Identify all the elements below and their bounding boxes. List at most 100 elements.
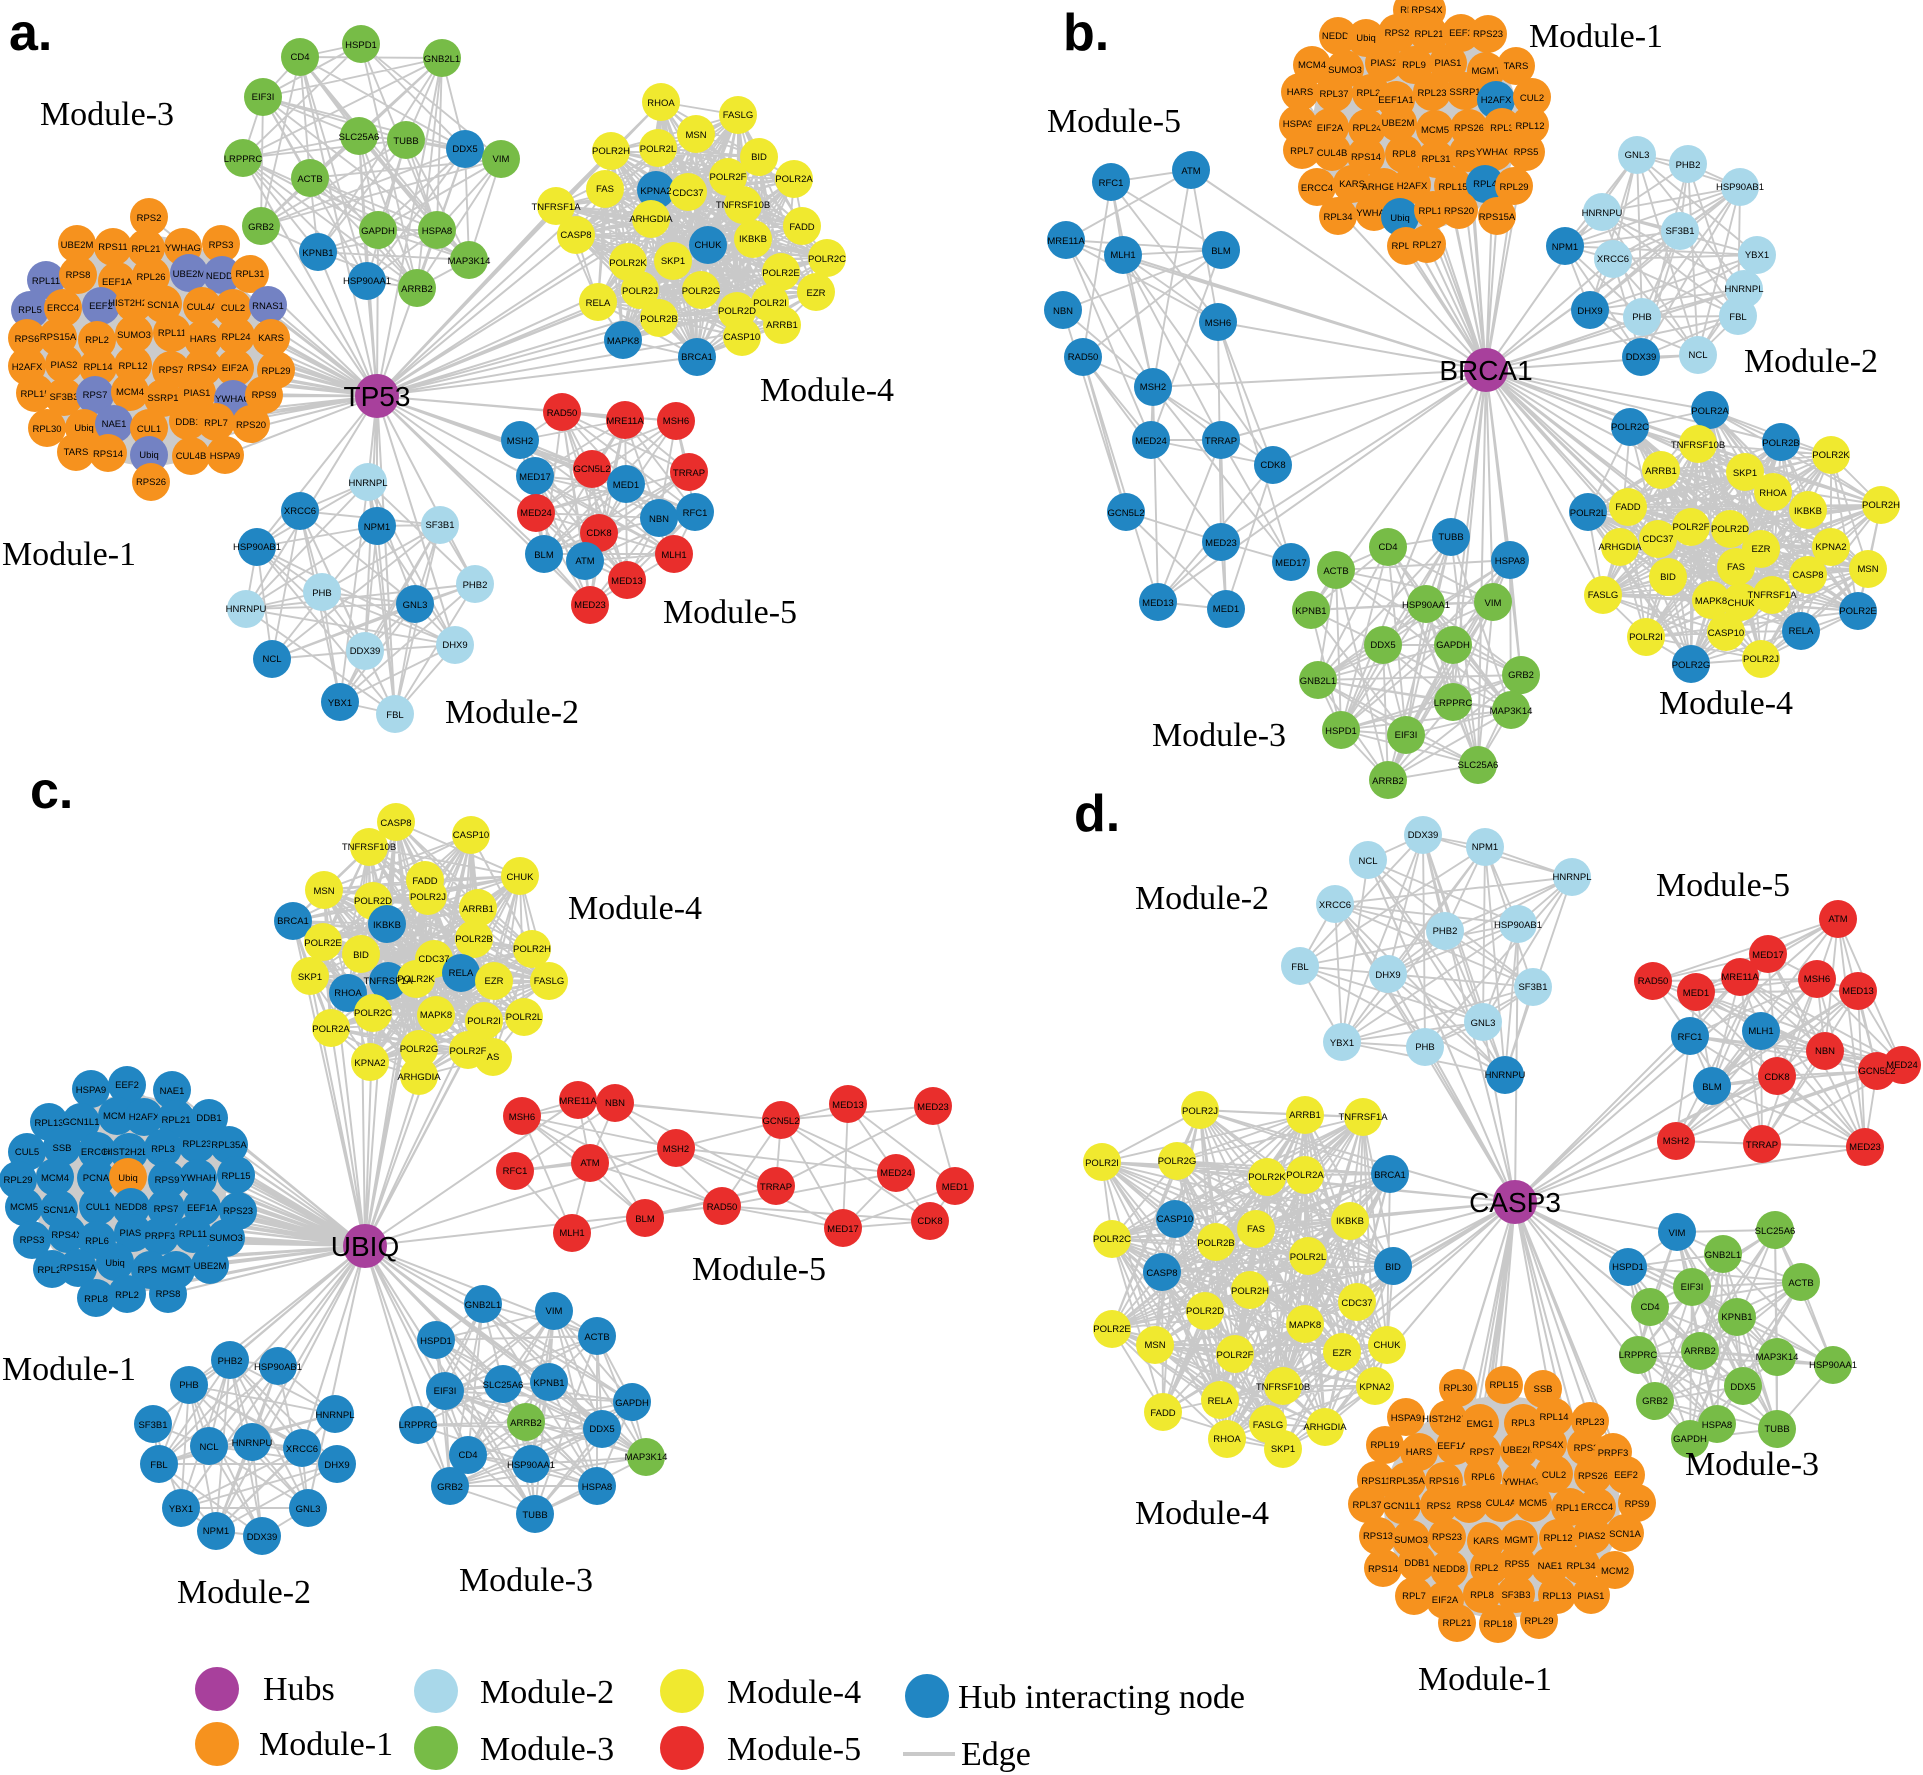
svg-text:HSP90AB1: HSP90AB1 (254, 1362, 302, 1373)
svg-text:RPS13: RPS13 (1363, 1531, 1393, 1542)
svg-text:MLH1: MLH1 (559, 1228, 584, 1239)
svg-text:ARHGEF4: ARHGEF4 (1362, 182, 1407, 193)
svg-text:BRCA1: BRCA1 (277, 916, 309, 927)
svg-text:Module-4: Module-4 (1135, 1495, 1269, 1532)
svg-text:YWHAG: YWHAG (215, 394, 251, 405)
svg-text:DDB1: DDB1 (175, 417, 200, 428)
svg-text:PRPF3: PRPF3 (1598, 1448, 1629, 1459)
svg-text:HSPA8: HSPA8 (1495, 556, 1525, 567)
svg-text:d.: d. (1074, 785, 1120, 843)
svg-text:PIAS2: PIAS2 (1371, 58, 1398, 69)
svg-text:Hubs: Hubs (263, 1671, 335, 1708)
svg-text:MLH1: MLH1 (1748, 1026, 1773, 1037)
svg-text:BID: BID (1660, 572, 1676, 583)
svg-text:RPL12: RPL12 (1515, 121, 1544, 132)
svg-text:Module-5: Module-5 (1047, 103, 1181, 140)
svg-text:KARS: KARS (1473, 1536, 1499, 1547)
svg-text:Module-4: Module-4 (760, 372, 894, 409)
svg-text:MAP3K14: MAP3K14 (625, 1452, 668, 1463)
svg-text:PHB2: PHB2 (463, 580, 488, 591)
svg-text:RPL31: RPL31 (235, 269, 264, 280)
svg-text:MSH2: MSH2 (507, 436, 533, 447)
svg-text:RPL15: RPL15 (1489, 1380, 1518, 1391)
svg-text:PRPF3: PRPF3 (145, 1231, 176, 1242)
svg-text:RELA: RELA (586, 298, 611, 309)
svg-text:RHOA: RHOA (1213, 1434, 1241, 1445)
svg-text:RPL8: RPL8 (1392, 149, 1416, 160)
svg-text:EEF2: EEF2 (1449, 28, 1473, 39)
svg-text:DHX9: DHX9 (1375, 970, 1400, 981)
svg-text:SLC25A6: SLC25A6 (1755, 1226, 1796, 1237)
svg-text:MED24: MED24 (1135, 436, 1167, 447)
svg-text:DDX5: DDX5 (1370, 640, 1395, 651)
svg-text:NAE1: NAE1 (1538, 1561, 1563, 1572)
svg-text:AS: AS (487, 1052, 500, 1063)
svg-text:RPS11: RPS11 (98, 242, 127, 253)
svg-text:NCL: NCL (262, 654, 281, 665)
svg-text:CUL2: CUL2 (1542, 1470, 1566, 1481)
svg-text:RPL7: RPL7 (1402, 1591, 1426, 1602)
svg-text:CHUK: CHUK (695, 240, 723, 251)
svg-text:ATM: ATM (1828, 914, 1847, 925)
svg-text:HSP90AB1: HSP90AB1 (1494, 920, 1542, 931)
svg-text:RPL21: RPL21 (161, 1115, 190, 1126)
svg-text:RPL3: RPL3 (151, 1144, 175, 1155)
svg-text:CDC37: CDC37 (672, 188, 703, 199)
svg-text:MED17: MED17 (1752, 950, 1784, 961)
svg-text:RPS3: RPS3 (209, 240, 234, 251)
svg-text:YBX1: YBX1 (1330, 1038, 1354, 1049)
svg-text:NBN: NBN (649, 514, 669, 525)
svg-text:MCM5: MCM5 (10, 1202, 38, 1213)
svg-text:HSPD1: HSPD1 (1612, 1262, 1644, 1273)
svg-text:YWHAH: YWHAH (180, 1173, 216, 1184)
svg-text:Module-1: Module-1 (2, 536, 136, 573)
svg-text:HARS: HARS (1406, 1447, 1432, 1458)
svg-text:RPL24: RPL24 (221, 332, 250, 343)
svg-text:HIST2H2BE: HIST2H2BE (103, 1147, 155, 1158)
svg-text:TNFRSF10B: TNFRSF10B (716, 200, 770, 211)
svg-text:RPL29: RPL29 (1499, 182, 1528, 193)
svg-text:SF3B1: SF3B1 (138, 1420, 167, 1431)
svg-text:Module-2: Module-2 (177, 1574, 311, 1611)
svg-text:ARRB1: ARRB1 (1289, 1110, 1321, 1121)
svg-text:KPNB1: KPNB1 (302, 248, 333, 259)
svg-text:RAD50: RAD50 (547, 408, 578, 419)
svg-text:MAP3K14: MAP3K14 (1490, 706, 1533, 717)
svg-text:MRE11A: MRE11A (1047, 236, 1085, 247)
svg-text:EIF3I: EIF3I (434, 1386, 457, 1397)
svg-text:CHUK: CHUK (507, 872, 535, 883)
svg-text:RPL29: RPL29 (3, 1175, 32, 1186)
svg-text:POLR2L: POLR2L (1290, 1252, 1326, 1263)
svg-text:POLR2H: POLR2H (513, 944, 551, 955)
svg-text:HSPD1: HSPD1 (1325, 726, 1357, 737)
svg-text:PIAS2: PIAS2 (51, 360, 78, 371)
svg-text:RPS2: RPS2 (137, 213, 162, 224)
svg-text:RPL37: RPL37 (1319, 89, 1348, 100)
svg-text:POLR2K: POLR2K (397, 974, 435, 985)
svg-text:TRRAP: TRRAP (1746, 1140, 1778, 1151)
svg-text:SLC25A6: SLC25A6 (339, 132, 380, 143)
svg-text:SKP1: SKP1 (661, 256, 685, 267)
svg-text:MED1: MED1 (613, 480, 639, 491)
svg-text:FBL: FBL (1291, 962, 1308, 973)
svg-text:RPL27: RPL27 (1412, 240, 1441, 251)
svg-text:UBE2M: UBE2M (61, 240, 94, 251)
svg-text:RPS15A: RPS15A (60, 1263, 97, 1274)
svg-text:GRB2: GRB2 (437, 1482, 463, 1493)
svg-text:Module-3: Module-3 (480, 1731, 614, 1768)
svg-text:FASLG: FASLG (723, 110, 754, 121)
svg-text:IKBKB: IKBKB (739, 234, 767, 245)
svg-text:RPS9: RPS9 (155, 1175, 180, 1186)
svg-text:CASP10: CASP10 (1708, 628, 1744, 639)
svg-text:ERCC4: ERCC4 (1301, 183, 1333, 194)
svg-text:HSP90AA1: HSP90AA1 (343, 276, 391, 287)
svg-text:RPL11: RPL11 (158, 328, 186, 339)
svg-text:RPL26: RPL26 (136, 272, 165, 283)
svg-text:CASP8: CASP8 (380, 818, 411, 829)
svg-text:ATM: ATM (1181, 166, 1200, 177)
svg-text:MRE11A: MRE11A (606, 416, 644, 427)
svg-text:FASLG: FASLG (1253, 1420, 1284, 1431)
svg-text:Module-1: Module-1 (1529, 18, 1663, 55)
svg-text:Module-5: Module-5 (692, 1251, 826, 1288)
svg-text:BLM: BLM (635, 1214, 655, 1225)
